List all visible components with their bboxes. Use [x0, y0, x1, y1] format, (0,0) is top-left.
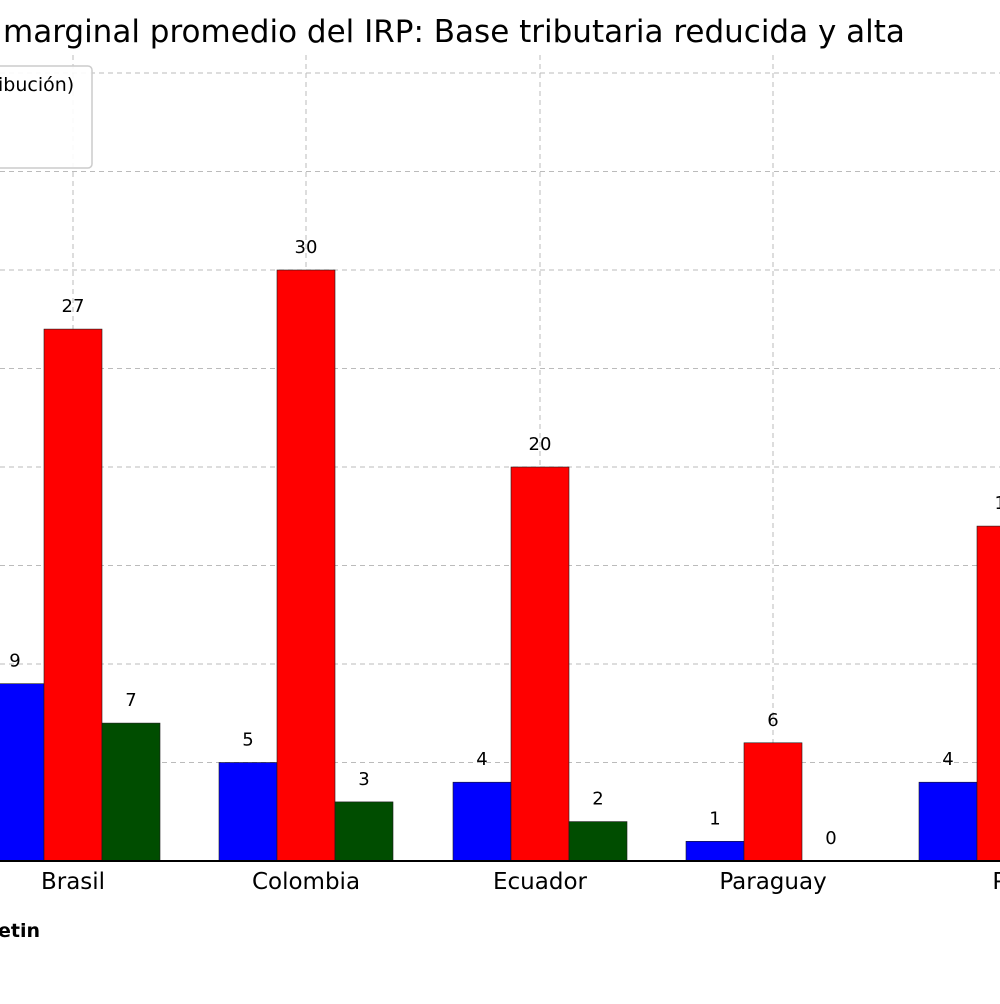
x-tick-label: Brasil — [41, 869, 105, 895]
data-label: 2 — [592, 789, 603, 810]
bar-colombia-0 — [218, 762, 278, 862]
legend-title: ibución) — [0, 74, 74, 96]
bar-ecuador-1 — [510, 466, 570, 862]
bars — [0, 269, 1000, 862]
bar-colombia-2 — [334, 801, 394, 862]
bar-paraguay-1 — [743, 742, 803, 862]
legend: ibución) — [0, 65, 93, 169]
source-note: etin — [0, 920, 40, 942]
data-label: 0 — [825, 828, 836, 849]
bar-colombia-1 — [276, 269, 336, 862]
data-label: 1 — [709, 808, 720, 829]
bar-pe-1 — [976, 525, 1000, 862]
data-label: 4 — [476, 749, 487, 770]
x-tick-label: Pe — [992, 869, 1000, 895]
data-label: 7 — [125, 690, 136, 711]
grid — [0, 55, 1000, 861]
data-label: 9 — [9, 651, 20, 672]
bar-ecuador-0 — [452, 781, 512, 862]
x-tick-label: Paraguay — [719, 869, 826, 895]
data-label: 20 — [529, 434, 552, 455]
legend-box — [0, 65, 93, 169]
data-label: 3 — [358, 769, 369, 790]
bar-pe-0 — [918, 781, 978, 862]
data-labels: 9 27 7 5 30 3 4 20 2 1 6 0 4 17 — [9, 237, 1000, 849]
data-label: 27 — [62, 296, 85, 317]
data-label: 30 — [295, 237, 318, 258]
bar-brasil-0 — [0, 683, 45, 862]
bar-paraguay-0 — [685, 840, 745, 862]
data-label: 6 — [767, 710, 778, 731]
bar-brasil-2 — [101, 722, 161, 862]
x-tick-label: Colombia — [252, 869, 360, 895]
bar-brasil-1 — [43, 328, 103, 862]
data-label: 4 — [942, 749, 953, 770]
chart-title: marginal promedio del IRP: Base tributar… — [3, 14, 905, 50]
x-tick-labels: Brasil Colombia Ecuador Paraguay Pe — [41, 869, 1000, 895]
data-label: 5 — [242, 730, 253, 751]
bar-ecuador-2 — [568, 821, 628, 862]
x-tick-label: Ecuador — [493, 869, 588, 895]
data-label: 17 — [995, 493, 1000, 514]
